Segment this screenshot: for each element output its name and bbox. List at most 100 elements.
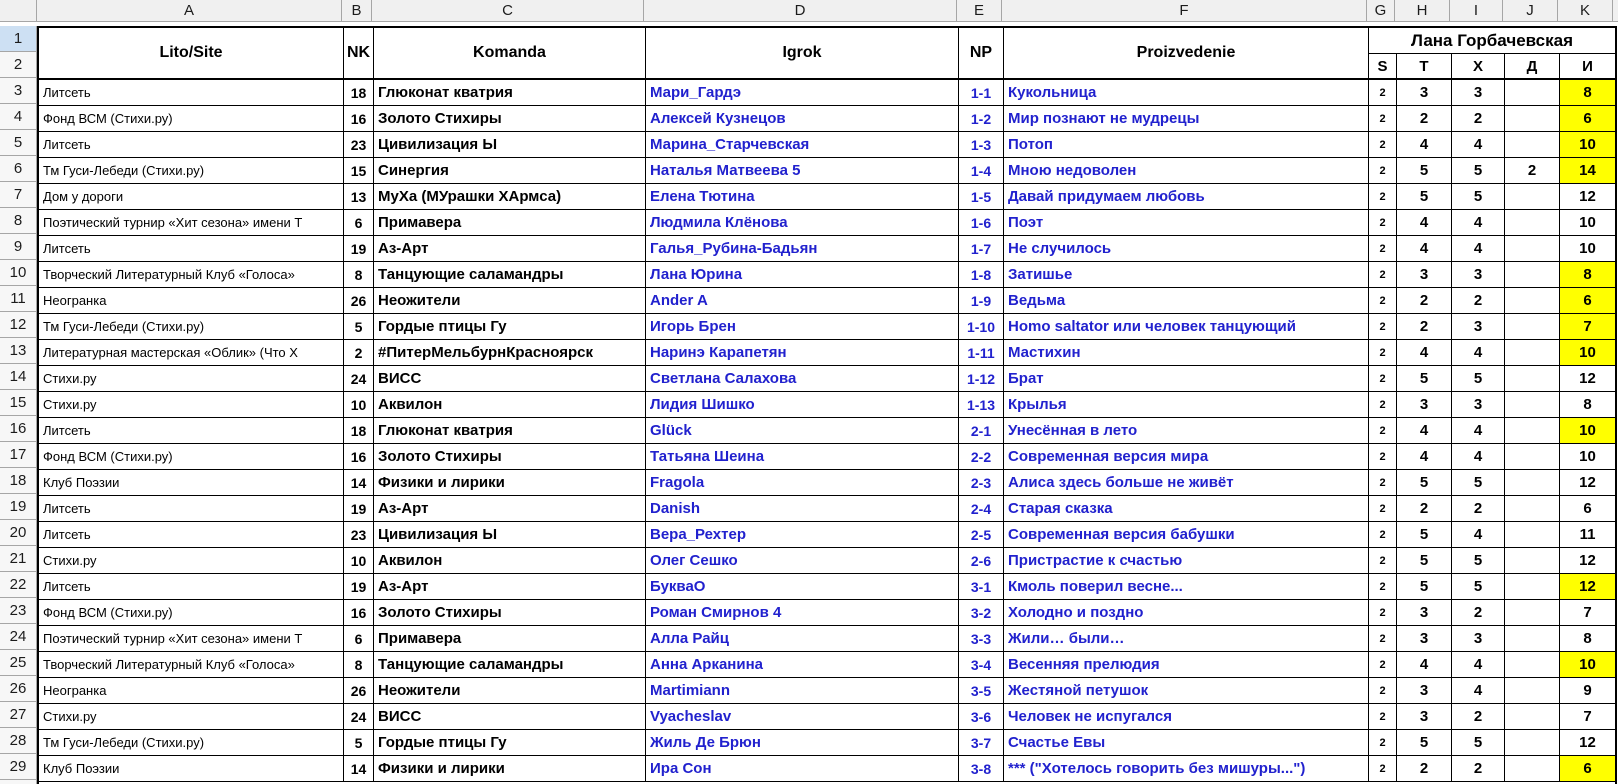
cell-komanda-row27[interactable]: ВИСС [374, 704, 646, 730]
row-header-20[interactable]: 20 [0, 520, 37, 546]
row-header-16[interactable]: 16 [0, 416, 37, 442]
column-header-D[interactable]: D [644, 0, 957, 22]
cell-np-row27[interactable]: 3-6 [959, 704, 1004, 730]
row-header-19[interactable]: 19 [0, 494, 37, 520]
cell-s-row9[interactable]: 2 [1369, 236, 1397, 262]
cell-nk-row21[interactable]: 10 [344, 548, 374, 574]
cell-proizvedenie-row14[interactable]: Брат [1004, 366, 1369, 392]
cell-nk-row15[interactable]: 10 [344, 392, 374, 418]
cell-nk-row26[interactable]: 26 [344, 678, 374, 704]
cell-igrok-row13[interactable]: Наринэ Карапетян [646, 340, 959, 366]
cell-i-row10[interactable]: 8 [1560, 262, 1615, 288]
cell-lito-row15[interactable]: Стихи.ру [39, 392, 344, 418]
cell-lito-row12[interactable]: Тм Гуси-Лебеди (Стихи.ру) [39, 314, 344, 340]
cell-proizvedenie-row17[interactable]: Современная версия мира [1004, 444, 1369, 470]
cell-t-row19[interactable]: 2 [1397, 496, 1452, 522]
column-header-K[interactable]: K [1558, 0, 1613, 22]
cell-nk-row19[interactable]: 19 [344, 496, 374, 522]
cell-igrok-row6[interactable]: Наталья Матвеева 5 [646, 158, 959, 184]
cell-lito-row4[interactable]: Фонд ВСМ (Стихи.ру) [39, 106, 344, 132]
cell-np-row8[interactable]: 1-6 [959, 210, 1004, 236]
cell-lito-row8[interactable]: Поэтический турнир «Хит сезона» имени Т [39, 210, 344, 236]
cell-t-row20[interactable]: 5 [1397, 522, 1452, 548]
cell-i-row8[interactable]: 10 [1560, 210, 1615, 236]
header-igrok[interactable]: Igrok [646, 28, 959, 80]
subheader-i[interactable]: И [1560, 54, 1615, 80]
cell-x-row26[interactable]: 4 [1452, 678, 1505, 704]
cell-igrok-row17[interactable]: Татьяна Шеина [646, 444, 959, 470]
cell-igrok-row16[interactable]: Glück [646, 418, 959, 444]
cell-igrok-row19[interactable]: Danish [646, 496, 959, 522]
cell-t-row6[interactable]: 5 [1397, 158, 1452, 184]
cell-igrok-row21[interactable]: Олег Сешко [646, 548, 959, 574]
cell-x-row14[interactable]: 5 [1452, 366, 1505, 392]
cell-komanda-row23[interactable]: Золото Стихиры [374, 600, 646, 626]
cell-x-row17[interactable]: 4 [1452, 444, 1505, 470]
row-header-11[interactable]: 11 [0, 286, 37, 312]
cell-t-row10[interactable]: 3 [1397, 262, 1452, 288]
cell-s-row5[interactable]: 2 [1369, 132, 1397, 158]
cell-komanda-row21[interactable]: Аквилон [374, 548, 646, 574]
cell-x-row13[interactable]: 4 [1452, 340, 1505, 366]
cell-d-row9[interactable] [1505, 236, 1560, 262]
cell-proizvedenie-row8[interactable]: Поэт [1004, 210, 1369, 236]
cell-nk-row22[interactable]: 19 [344, 574, 374, 600]
cell-i-row24[interactable]: 8 [1560, 626, 1615, 652]
cell-d-row13[interactable] [1505, 340, 1560, 366]
cell-x-row18[interactable]: 5 [1452, 470, 1505, 496]
cell-proizvedenie-row3[interactable]: Кукольница [1004, 80, 1369, 106]
cell-t-row11[interactable]: 2 [1397, 288, 1452, 314]
row-header-7[interactable]: 7 [0, 182, 37, 208]
cell-igrok-row5[interactable]: Марина_Старчевская [646, 132, 959, 158]
cell-t-row23[interactable]: 3 [1397, 600, 1452, 626]
cell-igrok-row24[interactable]: Алла Райц [646, 626, 959, 652]
cell-s-row24[interactable]: 2 [1369, 626, 1397, 652]
cell-lito-row27[interactable]: Стихи.ру [39, 704, 344, 730]
cell-proizvedenie-row12[interactable]: Homo saltator или человек танцующий [1004, 314, 1369, 340]
cell-igrok-row9[interactable]: Галья_Рубина-Бадьян [646, 236, 959, 262]
row-header-22[interactable]: 22 [0, 572, 37, 598]
cell-igrok-row23[interactable]: Роман Смирнов 4 [646, 600, 959, 626]
cell-np-row3[interactable]: 1-1 [959, 80, 1004, 106]
cell-komanda-row16[interactable]: Глюконат кватрия [374, 418, 646, 444]
cell-t-row5[interactable]: 4 [1397, 132, 1452, 158]
row-header-3[interactable]: 3 [0, 78, 37, 104]
cell-i-row26[interactable]: 9 [1560, 678, 1615, 704]
column-header-E[interactable]: E [957, 0, 1002, 22]
cell-nk-row5[interactable]: 23 [344, 132, 374, 158]
cell-komanda-row19[interactable]: Аз-Арт [374, 496, 646, 522]
cell-x-row27[interactable]: 2 [1452, 704, 1505, 730]
cell-proizvedenie-row22[interactable]: Кмоль поверил весне... [1004, 574, 1369, 600]
cell-igrok-row18[interactable]: Fragola [646, 470, 959, 496]
cell-s-row22[interactable]: 2 [1369, 574, 1397, 600]
cell-proizvedenie-row20[interactable]: Современная версия бабушки [1004, 522, 1369, 548]
cell-lito-row19[interactable]: Литсеть [39, 496, 344, 522]
cell-d-row14[interactable] [1505, 366, 1560, 392]
cell-np-row23[interactable]: 3-2 [959, 600, 1004, 626]
cell-x-row4[interactable]: 2 [1452, 106, 1505, 132]
cell-s-row27[interactable]: 2 [1369, 704, 1397, 730]
cell-komanda-row10[interactable]: Танцующие саламандры [374, 262, 646, 288]
cell-komanda-row29[interactable]: Физики и лирики [374, 756, 646, 782]
cell-s-row8[interactable]: 2 [1369, 210, 1397, 236]
row-header-26[interactable]: 26 [0, 676, 37, 702]
cell-s-row14[interactable]: 2 [1369, 366, 1397, 392]
cell-lito-row25[interactable]: Творческий Литературный Клуб «Голоса» [39, 652, 344, 678]
cell-t-row22[interactable]: 5 [1397, 574, 1452, 600]
cell-s-row28[interactable]: 2 [1369, 730, 1397, 756]
cell-d-row7[interactable] [1505, 184, 1560, 210]
cell-lito-row22[interactable]: Литсеть [39, 574, 344, 600]
cell-i-row18[interactable]: 12 [1560, 470, 1615, 496]
cell-komanda-row3[interactable]: Глюконат кватрия [374, 80, 646, 106]
cell-i-row13[interactable]: 10 [1560, 340, 1615, 366]
row-header-10[interactable]: 10 [0, 260, 37, 286]
cell-i-row17[interactable]: 10 [1560, 444, 1615, 470]
cell-proizvedenie-row13[interactable]: Мастихин [1004, 340, 1369, 366]
cell-lito-row16[interactable]: Литсеть [39, 418, 344, 444]
cell-i-row6[interactable]: 14 [1560, 158, 1615, 184]
cell-proizvedenie-row15[interactable]: Крылья [1004, 392, 1369, 418]
cell-d-row18[interactable] [1505, 470, 1560, 496]
cell-nk-row11[interactable]: 26 [344, 288, 374, 314]
row-header-25[interactable]: 25 [0, 650, 37, 676]
row-header-14[interactable]: 14 [0, 364, 37, 390]
